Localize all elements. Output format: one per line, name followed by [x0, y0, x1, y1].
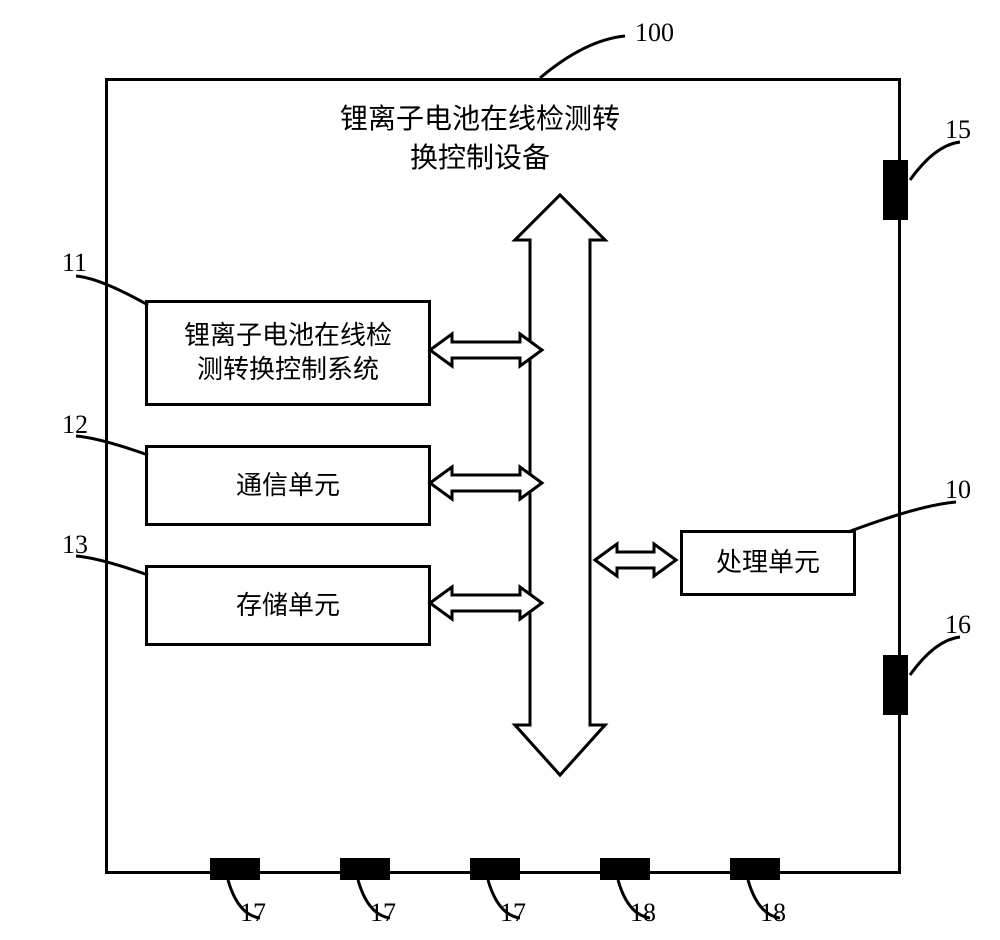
leader-line-1: [910, 142, 960, 180]
ref-label-18-11: 18: [760, 898, 786, 928]
leader-line-0: [540, 36, 625, 78]
leader-lines: [0, 0, 1000, 940]
leader-line-5: [848, 502, 956, 532]
ref-label-17-8: 17: [370, 898, 396, 928]
ref-label-11-2: 11: [62, 248, 87, 278]
ref-label-13-4: 13: [62, 530, 88, 560]
ref-label-10-5: 10: [945, 475, 971, 505]
ref-label-15-1: 15: [945, 115, 971, 145]
ref-label-18-10: 18: [630, 898, 656, 928]
leader-line-6: [910, 637, 960, 675]
leader-line-2: [76, 276, 148, 305]
ref-label-16-6: 16: [945, 610, 971, 640]
ref-label-17-9: 17: [500, 898, 526, 928]
diagram-canvas: 锂离子电池在线检测转 换控制设备 锂离子电池在线检 测转换控制系统 通信单元 存…: [0, 0, 1000, 940]
ref-label-100-0: 100: [635, 18, 674, 48]
ref-label-12-3: 12: [62, 410, 88, 440]
ref-label-17-7: 17: [240, 898, 266, 928]
